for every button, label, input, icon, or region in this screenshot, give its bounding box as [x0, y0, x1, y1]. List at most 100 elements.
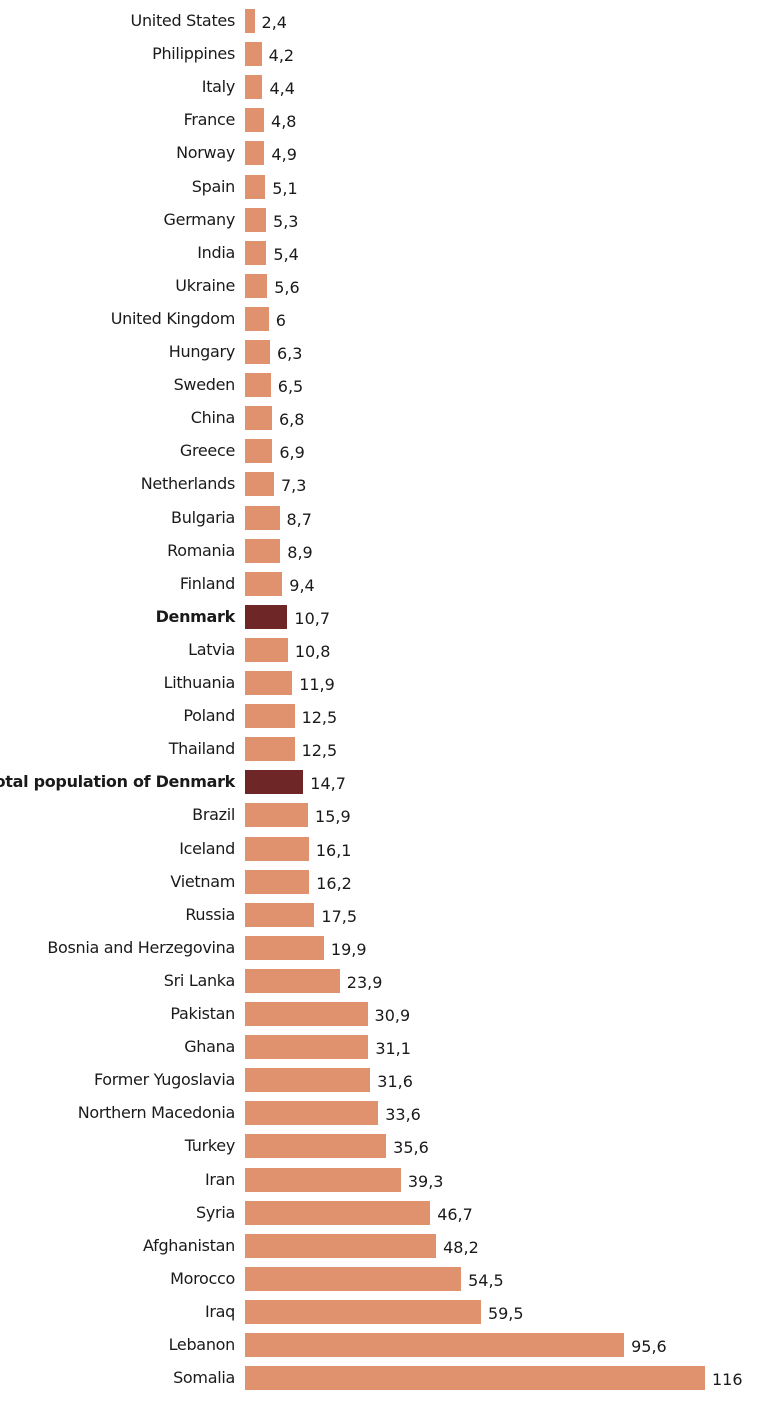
bar [245, 571, 283, 596]
value-label: 31,1 [375, 1039, 411, 1059]
bar-row: Pakistan 30,9 [0, 1002, 774, 1026]
bar [245, 836, 309, 861]
value-label: 5,3 [273, 211, 299, 231]
bar-row: Spain 5,1 [0, 174, 774, 199]
bar-row: Thailand 12,5 [0, 737, 774, 762]
bar-highlighted [245, 770, 304, 795]
bar-row: Total population of Denmark 14,7 [0, 770, 774, 795]
value-label: 6 [275, 310, 286, 330]
value-label: 23,9 [346, 972, 383, 992]
bar [245, 306, 269, 331]
bar [245, 1233, 437, 1258]
category-label: Lithuania [163, 673, 236, 692]
category-label: Ghana [184, 1037, 235, 1057]
bar-row: Bulgaria 8,7 [0, 505, 774, 530]
category-label: Turkey [184, 1136, 236, 1156]
bar-row: Lebanon 95,6 [0, 1333, 774, 1357]
bar [245, 671, 293, 695]
bar [245, 42, 262, 67]
value-label: 33,6 [385, 1105, 421, 1125]
bar [245, 1200, 431, 1225]
bar [245, 1167, 401, 1192]
bar [245, 968, 340, 993]
value-label: 19,9 [330, 939, 367, 959]
value-label: 8,9 [287, 542, 313, 562]
bar-row: France 4,8 [0, 108, 774, 133]
category-label: Philippines [152, 44, 235, 64]
bar-row: Lithuania 11,9 [0, 671, 774, 695]
value-label: 6,8 [278, 410, 305, 430]
value-label: 5,4 [273, 244, 299, 264]
bar-row: Brazil 15,9 [0, 803, 774, 828]
category-label: Pakistan [170, 1004, 235, 1023]
category-label: Bulgaria [171, 507, 235, 527]
category-label: France [183, 110, 236, 130]
category-label: Russia [185, 904, 235, 924]
bar-row: Afghanistan 48,2 [0, 1233, 774, 1258]
value-label: 8,7 [286, 509, 312, 529]
category-label: Poland [183, 706, 235, 726]
bar-row: Philippines 4,2 [0, 42, 774, 67]
category-label: Netherlands [140, 474, 236, 494]
category-label: Greece [179, 441, 235, 461]
bar [245, 902, 315, 927]
value-label: 5,6 [274, 277, 300, 297]
bar-row: Sweden 6,5 [0, 373, 774, 398]
bar [245, 207, 267, 232]
bar-row: Greece 6,9 [0, 439, 774, 464]
bar-row: Finland 9,4 [0, 571, 774, 596]
value-label: 10,8 [294, 641, 331, 661]
value-label: 30,9 [374, 1006, 411, 1025]
category-label: Iceland [179, 838, 235, 858]
value-label: 46,7 [437, 1204, 473, 1224]
bar-row: Iran 39,3 [0, 1167, 774, 1192]
bar [245, 704, 295, 729]
value-label: 5,1 [272, 178, 298, 198]
bar [245, 538, 281, 563]
category-label: Total population of Denmark [0, 772, 235, 792]
bar-row: Ghana 31,1 [0, 1035, 774, 1060]
bar [245, 1333, 625, 1357]
value-label: 6,5 [277, 377, 304, 397]
category-label: Iran [204, 1169, 235, 1189]
bar [245, 869, 310, 894]
value-label: 16,1 [315, 840, 352, 860]
category-label: India [197, 242, 235, 262]
bar-row: Romania 8,9 [0, 538, 774, 563]
bar-row: Former Yugoslavia 31,6 [0, 1068, 774, 1093]
category-label: Brazil [192, 805, 235, 825]
value-label: 14,7 [310, 774, 346, 794]
bar [245, 108, 265, 133]
bar [245, 373, 271, 398]
bar [245, 240, 267, 265]
category-label: Ukraine [175, 275, 235, 295]
bar-row: Vietnam 16,2 [0, 869, 774, 894]
value-label: 2,4 [261, 13, 287, 32]
value-label: 48,2 [443, 1237, 479, 1257]
bar [245, 1299, 481, 1324]
bar-row: Northern Macedonia 33,6 [0, 1101, 774, 1126]
bar [245, 637, 288, 662]
value-label: 4,9 [271, 145, 297, 165]
value-label: 4,8 [271, 112, 297, 132]
bar [245, 174, 266, 199]
category-label: Germany [163, 209, 236, 229]
bar-row: Russia 17,5 [0, 902, 774, 927]
value-label: 54,5 [468, 1270, 504, 1290]
category-label: Romania [167, 540, 235, 560]
bar-row: Latvia 10,8 [0, 637, 774, 662]
category-label: China [190, 408, 236, 428]
value-label: 4,4 [269, 79, 295, 99]
category-label: Thailand [168, 739, 236, 759]
category-label: Finland [179, 573, 235, 593]
bar [245, 141, 265, 166]
value-label: 4,2 [268, 46, 295, 66]
bar [245, 1068, 371, 1093]
category-label: Norway [176, 143, 235, 163]
bar-row: Turkey 35,6 [0, 1134, 774, 1159]
bar-row: Syria 46,7 [0, 1200, 774, 1225]
bar [245, 75, 263, 100]
category-label: Italy [201, 77, 236, 97]
value-label: 12,5 [301, 741, 338, 761]
bar [245, 439, 273, 464]
